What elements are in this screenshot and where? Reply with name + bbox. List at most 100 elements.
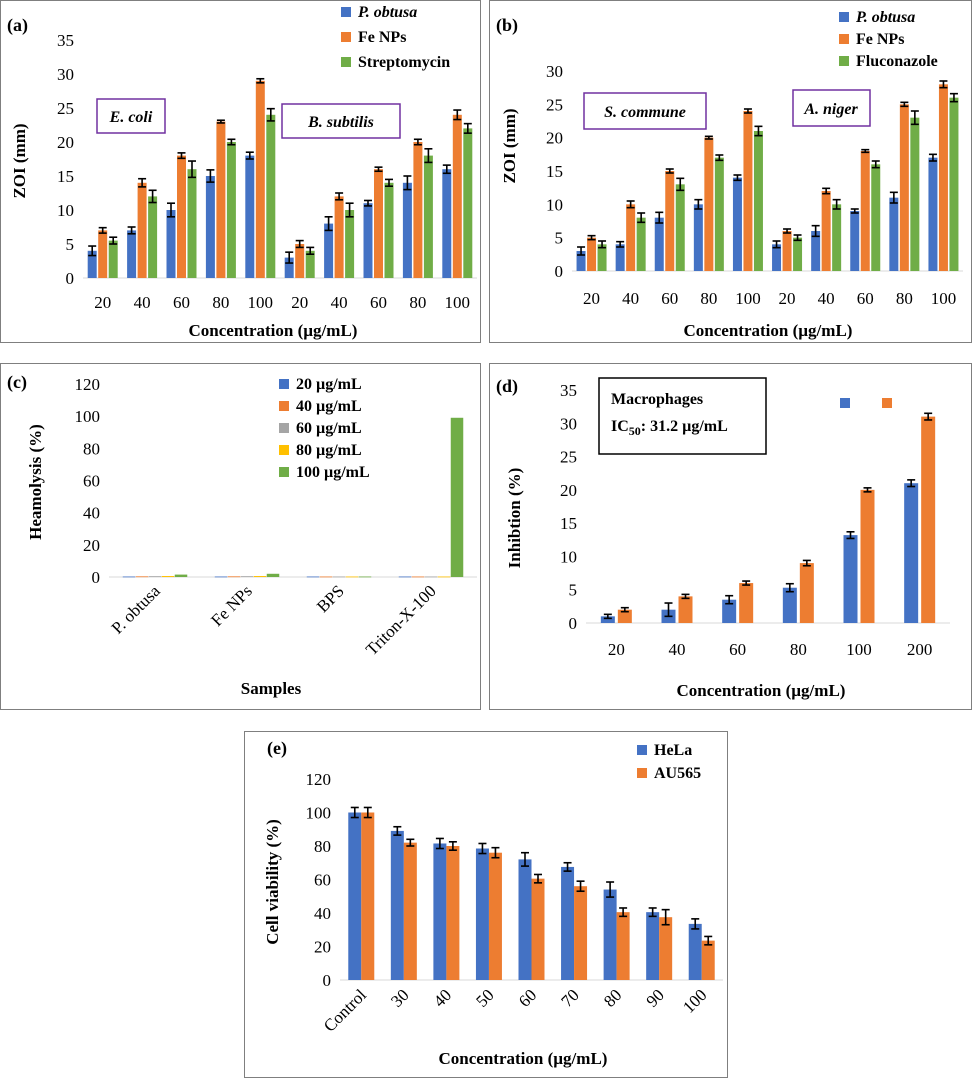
bar <box>739 583 754 623</box>
bar <box>574 886 588 980</box>
y-tick-label: 20 <box>546 129 563 148</box>
x-tick-label: 20 <box>779 289 796 308</box>
bar <box>821 191 831 271</box>
legend-c: 20 µg/mL 40 µg/mL 60 µg/mL 80 µg/mL 100 µg/m… <box>279 376 370 481</box>
y-tick-label: 5 <box>555 229 564 248</box>
error-bar <box>626 200 635 209</box>
x-tick-label: 90 <box>643 985 668 1010</box>
error-bar <box>167 202 175 218</box>
error-bar <box>606 881 615 898</box>
panel-b: (b) ZOI (mm) Concentration (µg/mL) S. co… <box>489 0 972 343</box>
error-bar <box>138 177 147 188</box>
y-tick-label: 0 <box>569 614 578 633</box>
legend-swatch <box>839 34 849 44</box>
error-bar <box>783 228 792 234</box>
x-tick-label: 100 <box>846 640 872 659</box>
bar <box>374 169 383 278</box>
error-bar <box>266 107 275 122</box>
x-tick-label: 80 <box>600 985 625 1010</box>
bar <box>722 599 737 623</box>
bar <box>161 576 175 577</box>
bar <box>600 616 615 623</box>
y-tick-label: 10 <box>57 201 74 220</box>
bar <box>253 576 267 577</box>
annotation-bsubtilis: B. subtilis <box>307 114 374 131</box>
panel-c: (c) Heamolysis (%) Samples 0 20 40 60 80 100 1… <box>0 363 481 710</box>
legend-b: P. obtusa Fe NPs Fluconazole <box>839 9 938 70</box>
bar <box>255 80 265 278</box>
bar <box>603 889 617 980</box>
error-bar <box>694 198 703 210</box>
error-bar <box>521 851 529 867</box>
bar <box>665 171 675 271</box>
legend-swatch <box>341 7 351 17</box>
bar <box>576 251 586 271</box>
legend-swatch <box>637 768 647 778</box>
error-bar <box>603 613 612 620</box>
bar <box>850 211 860 271</box>
chart-a: (a) ZOI (mm) Concentration (µg/mL) E. co… <box>7 4 477 340</box>
x-tick-label: 100 <box>445 293 471 312</box>
panel-e: (e) Cell viability (%) Concentration (µg… <box>244 731 728 1078</box>
error-bar <box>863 487 872 493</box>
x-tick-label: 60 <box>173 293 190 312</box>
bar <box>187 169 197 278</box>
y-tick-label: 20 <box>83 536 100 555</box>
bar <box>488 852 502 980</box>
annotation-box-aniger: A. niger <box>792 89 871 127</box>
bar <box>306 576 320 578</box>
legend-swatch <box>279 423 289 433</box>
error-bar <box>109 236 118 245</box>
error-bar <box>616 240 625 248</box>
error-bar <box>871 160 880 169</box>
bar <box>782 587 797 623</box>
bar <box>423 155 433 278</box>
bar <box>626 204 636 271</box>
bar <box>214 576 228 578</box>
legend-label: P. obtusa <box>855 9 915 26</box>
bar <box>743 111 753 271</box>
annotation-aniger: A. niger <box>803 101 858 118</box>
x-tick-label: 80 <box>896 289 913 308</box>
bar <box>137 182 147 278</box>
chart-d: (d) Inhibtion (%) Concentration (µg/mL) … <box>496 376 950 700</box>
bar <box>518 859 532 980</box>
bar <box>450 417 464 577</box>
bar <box>910 117 920 272</box>
bar <box>714 157 724 271</box>
x-tick-label: 20 <box>608 640 625 659</box>
bar <box>701 940 715 980</box>
error-bar <box>448 841 457 851</box>
annotation-box-macrophages: Macrophages IC50: 31.2 µg/mL <box>598 377 767 455</box>
error-bar <box>889 191 898 204</box>
error-bar <box>743 108 752 114</box>
x-tick-label: 40 <box>622 289 639 308</box>
legend-swatch <box>279 467 289 477</box>
y-tick-label: 40 <box>314 904 331 923</box>
panel-a: (a) ZOI (mm) Concentration (µg/mL) E. co… <box>0 0 481 343</box>
error-bar <box>754 125 763 137</box>
bar <box>174 574 188 577</box>
error-bar <box>403 175 412 191</box>
bar <box>675 184 685 271</box>
error-bar <box>424 148 433 164</box>
error-bar <box>491 846 500 859</box>
bar <box>871 164 881 271</box>
y-tick-label: 120 <box>75 375 101 394</box>
bar <box>358 576 372 578</box>
y-axis-label-d: Inhibtion (%) <box>505 468 524 569</box>
bar <box>843 535 858 623</box>
x-tick-label: 100 <box>735 289 761 308</box>
x-tick-label: 70 <box>557 985 582 1010</box>
x-axis-label-e: Concentration (µg/mL) <box>439 1049 608 1068</box>
bar <box>266 573 280 577</box>
y-tick-label: 60 <box>83 472 100 491</box>
legend-swatch <box>637 745 647 755</box>
x-tick-label: 50 <box>472 985 497 1010</box>
bar <box>704 137 714 271</box>
error-bar <box>924 412 933 421</box>
chart-b: (b) ZOI (mm) Concentration (µg/mL) S. co… <box>496 9 963 340</box>
bar <box>403 842 417 980</box>
x-axis-label-a: Concentration (µg/mL) <box>189 321 358 340</box>
error-bar <box>563 861 572 872</box>
